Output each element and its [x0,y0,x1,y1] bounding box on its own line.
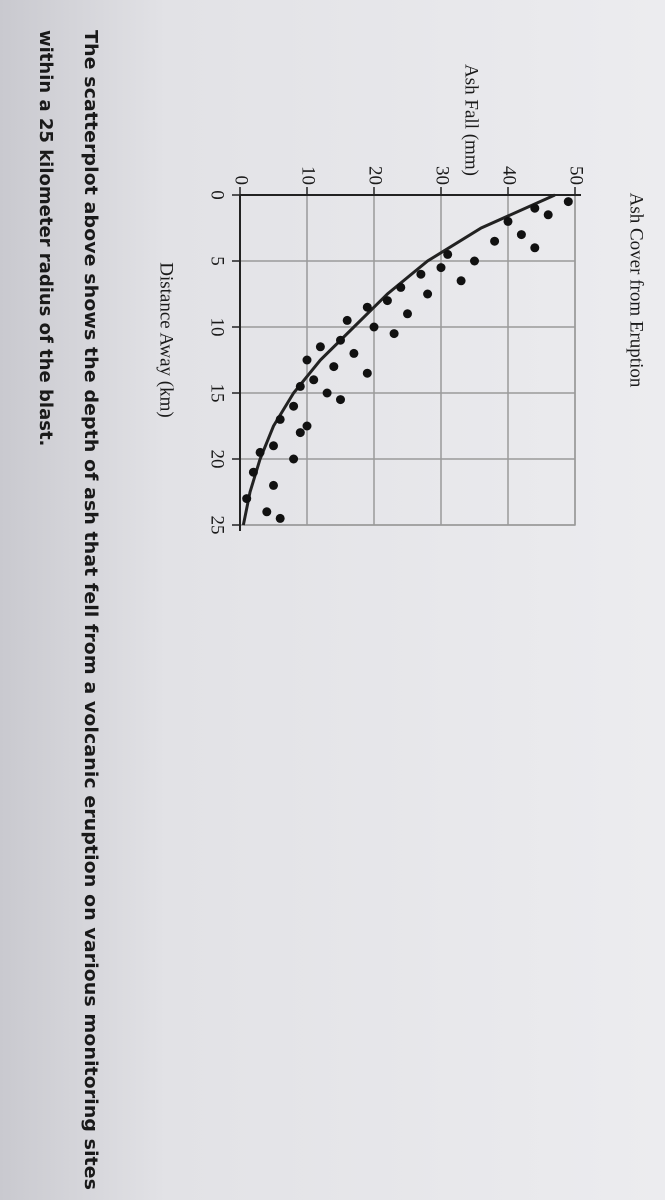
x-axis-title: Distance Away (km) [156,262,177,418]
data-point [255,447,265,457]
data-point [289,401,299,411]
data-point [563,197,573,207]
chart-title: Ash Cover from Eruption [626,193,647,388]
data-point [530,203,540,213]
data-point [336,395,345,405]
data-point [329,362,339,372]
caption-line: The scatterplot above shows the depth of… [80,30,101,1190]
data-point [423,289,433,299]
data-point [248,467,258,477]
y-tick-label: 20 [365,166,386,185]
data-point [302,421,312,431]
y-tick-label: 40 [499,166,520,185]
data-point [336,335,345,345]
data-point [470,256,479,266]
data-point [295,381,305,391]
y-tick-label: 0 [231,176,252,186]
data-point [342,315,352,325]
data-point [315,342,325,352]
data-point [403,309,412,319]
data-point [362,302,372,312]
caption-line: within a 25 kilometer radius of the blas… [35,30,56,446]
data-point [269,480,278,490]
data-point [436,263,446,273]
data-point [443,249,453,259]
x-tick-label: 15 [207,384,228,403]
data-point [490,236,500,246]
data-point [530,243,540,253]
x-tick-label: 25 [207,516,228,535]
data-point [396,282,406,292]
data-point [369,322,379,332]
data-point [503,216,513,226]
data-point [275,513,285,523]
x-tick-label: 20 [207,450,228,469]
data-point [516,230,526,240]
data-point [382,296,392,306]
y-axis-title: Ash Fall (mm) [461,64,482,176]
data-point [416,269,426,279]
y-tick-label: 50 [566,166,587,185]
data-point [389,329,399,339]
y-tick-label: 10 [298,166,319,185]
data-point [456,276,466,286]
y-tick-label: 30 [432,166,453,185]
data-point [275,414,285,424]
data-point [262,507,272,517]
x-tick-label: 5 [207,256,228,266]
x-tick-label: 10 [207,318,228,337]
data-point [543,210,553,220]
data-point [269,441,278,451]
data-point [322,388,332,398]
data-point [242,494,252,504]
data-point [295,428,305,438]
data-point [289,454,299,464]
data-point [362,368,372,378]
data-point [349,348,359,358]
rotated-page: Ash Cover from Eruption Ash Fall (mm) Di… [35,30,647,1190]
x-tick-label: 0 [207,190,228,200]
data-point [302,355,312,365]
data-point [309,375,319,385]
